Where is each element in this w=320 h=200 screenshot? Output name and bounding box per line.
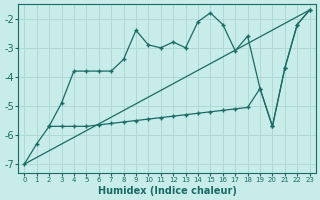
X-axis label: Humidex (Indice chaleur): Humidex (Indice chaleur) — [98, 186, 236, 196]
